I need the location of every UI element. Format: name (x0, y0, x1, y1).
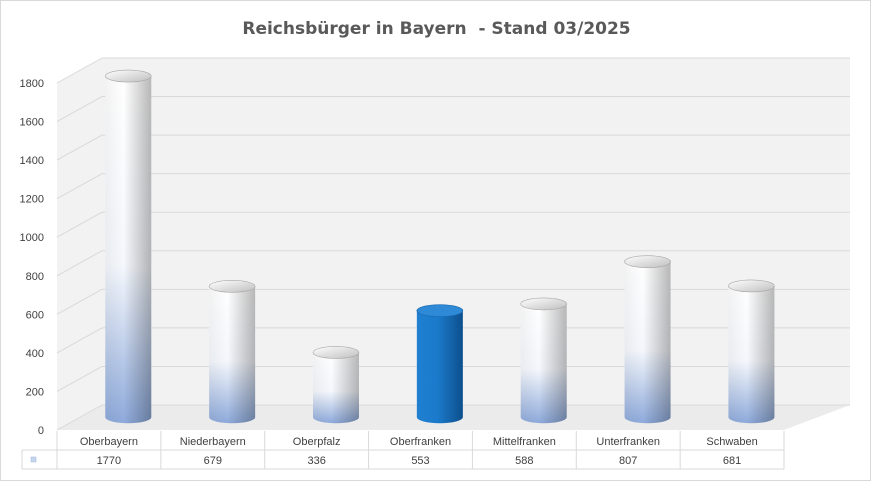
value-label: 553 (411, 455, 429, 467)
gridline-side (56, 134, 103, 161)
bar-shade (312, 352, 359, 424)
gridline-side (56, 404, 103, 431)
value-label: 679 (204, 455, 222, 467)
bar (416, 304, 464, 424)
y-tick-label: 1200 (20, 194, 44, 206)
gridline-side (56, 327, 103, 354)
gridline-side (56, 250, 103, 277)
gridline-side (56, 288, 103, 315)
bar (728, 279, 775, 424)
bar-shade (728, 285, 775, 424)
category-label: Unterfranken (596, 436, 660, 448)
bar (208, 280, 256, 424)
bar-cap (312, 346, 360, 359)
y-tick-label: 400 (26, 348, 44, 360)
bar-shade (105, 76, 152, 424)
gridline-side (56, 57, 103, 84)
bar-cap (728, 279, 775, 293)
bar-shade (624, 261, 671, 424)
bar-shade (520, 303, 567, 424)
y-tick-label: 800 (26, 271, 44, 283)
value-label: 336 (307, 455, 325, 467)
bar (624, 255, 671, 424)
gridline-side (56, 366, 103, 392)
value-label: 807 (619, 455, 637, 467)
category-label: Mittelfranken (493, 436, 556, 448)
gridline-side (56, 96, 103, 122)
value-label: 1770 (97, 455, 121, 467)
y-tick-label: 1600 (20, 117, 44, 129)
value-label: 681 (723, 455, 741, 467)
bar (520, 297, 568, 424)
bar-cap (416, 304, 464, 317)
bar-cap (624, 255, 671, 268)
category-label: Schwaben (706, 436, 757, 448)
y-tick-label: 600 (26, 309, 44, 321)
bar-cap (104, 69, 152, 83)
gridline-side (56, 173, 103, 200)
y-tick-label: 200 (26, 386, 44, 398)
y-tick-label: 1000 (20, 232, 44, 244)
bar-cap (208, 280, 256, 293)
bar (312, 346, 360, 424)
y-tick-label: 1400 (20, 155, 44, 167)
gridline-side (56, 211, 103, 238)
category-label: Oberpfalz (293, 436, 341, 448)
category-label: Oberbayern (80, 436, 138, 448)
value-label: 588 (515, 455, 533, 467)
category-label: Niederbayern (180, 436, 246, 448)
legend-key-icon (30, 456, 37, 463)
side-wall (57, 58, 102, 430)
category-label: Oberfranken (390, 436, 451, 448)
bar-cap (520, 297, 568, 311)
bar-body (416, 310, 463, 424)
y-tick-label: 1800 (20, 78, 44, 90)
bar-shade (209, 286, 256, 424)
y-tick-label: 0 (38, 425, 44, 437)
bar (104, 69, 152, 424)
chart-title: Reichsbürger in Bayern - Stand 03/2025 (242, 19, 631, 39)
